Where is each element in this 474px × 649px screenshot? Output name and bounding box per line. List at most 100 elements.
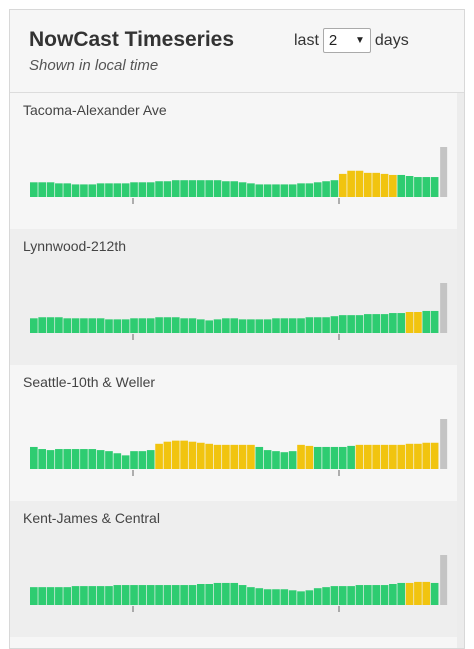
nowcast-bar [380,314,389,333]
nowcast-bar [222,582,230,605]
nowcast-bar [414,443,422,469]
nowcast-bar [347,445,355,469]
nowcast-bar [238,444,247,469]
nowcast-bar [146,318,155,333]
nowcast-bar [389,174,397,197]
latest-bar [440,419,448,469]
nowcast-bar [163,317,172,333]
nowcast-bar [372,444,380,469]
nowcast-bar [313,182,322,197]
site-sparkline [30,147,448,204]
nowcast-bar [88,318,97,333]
nowcast-bar [305,445,314,469]
nowcast-bar [163,585,172,605]
nowcast-bar [280,589,289,605]
nowcast-bar [380,173,389,197]
nowcast-bar [414,312,422,333]
nowcast-bar [288,590,297,605]
nowcast-bar [297,183,305,197]
nowcast-bar [430,310,439,333]
nowcast-bar [105,319,113,333]
site-name: Seattle-10th & Weller [23,374,156,390]
nowcast-bar [372,172,380,197]
latest-bar [440,283,448,333]
nowcast-bar [255,319,264,333]
nowcast-bar [146,585,155,605]
nowcast-bar [96,450,105,469]
nowcast-bar [138,451,147,469]
nowcast-bar [138,318,147,333]
nowcast-bar [163,181,172,197]
nowcast-bar [88,586,97,605]
nowcast-bar [222,444,230,469]
nowcast-bar [121,183,130,197]
nowcast-bar [213,444,222,469]
nowcast-bar [397,174,406,197]
nowcast-bar [397,444,406,469]
nowcast-bar [322,317,330,333]
site-row: Lynnwood-212th [10,229,457,365]
site-name: Tacoma-Alexander Ave [23,102,167,118]
nowcast-bar [205,180,213,197]
nowcast-bar [305,590,314,605]
nowcast-bar [96,586,105,605]
nowcast-bar [255,184,264,197]
nowcast-bar [88,184,97,197]
nowcast-bar [322,446,330,469]
nowcast-bar [263,319,272,333]
panel-header: NowCast Timeseries Shown in local time l… [10,10,464,93]
nowcast-bar [155,443,163,469]
nowcast-bar [338,173,347,197]
nowcast-bar [397,313,406,333]
nowcast-bar [46,450,55,469]
site-row: Seattle-10th & Weller [10,365,457,501]
nowcast-bar [372,585,380,605]
nowcast-bar [364,172,372,197]
site-sparkline [30,283,448,340]
nowcast-bar [364,585,372,605]
nowcast-bar [146,450,155,469]
nowcast-bar [330,446,339,469]
site-row: Kent-James & Central [10,501,457,637]
nowcast-bar [155,585,163,605]
nowcast-bar [430,582,439,605]
nowcast-bar [247,444,255,469]
nowcast-bar [272,589,280,605]
nowcast-bar [46,587,55,605]
nowcast-bar [422,310,431,333]
nowcast-bar [71,449,80,469]
nowcast-bar [121,585,130,605]
nowcast-bar [247,319,255,333]
nowcast-bar [405,312,414,333]
nowcast-bar [121,455,130,469]
nowcast-bar [355,585,364,605]
scrollbar[interactable] [457,93,464,648]
site-row: Tacoma-Alexander Ave [10,93,457,229]
nowcast-bar [247,183,255,197]
nowcast-bar [71,318,80,333]
nowcast-bar [272,184,280,197]
nowcast-bar [138,182,147,197]
nowcast-bar [38,182,46,197]
nowcast-bar [155,317,163,333]
nowcast-bar [422,177,431,197]
nowcast-bar [297,444,305,469]
nowcast-bar [197,180,205,197]
days-suffix-label: days [374,31,409,49]
nowcast-bar [230,582,239,605]
nowcast-bar [63,183,72,197]
nowcast-bar [405,176,414,197]
nowcast-bar [38,449,46,469]
nowcast-bar [389,444,397,469]
nowcast-bar [430,177,439,197]
nowcast-bar [389,584,397,605]
nowcast-bar [130,318,138,333]
nowcast-bar [280,184,289,197]
nowcast-bar [313,317,322,333]
nowcast-bar [188,441,197,469]
nowcast-bar [205,320,213,333]
nowcast-bar [238,585,247,605]
days-select[interactable]: 2 ▼ [322,28,371,53]
nowcast-bar [297,318,305,333]
nowcast-bar [46,182,55,197]
